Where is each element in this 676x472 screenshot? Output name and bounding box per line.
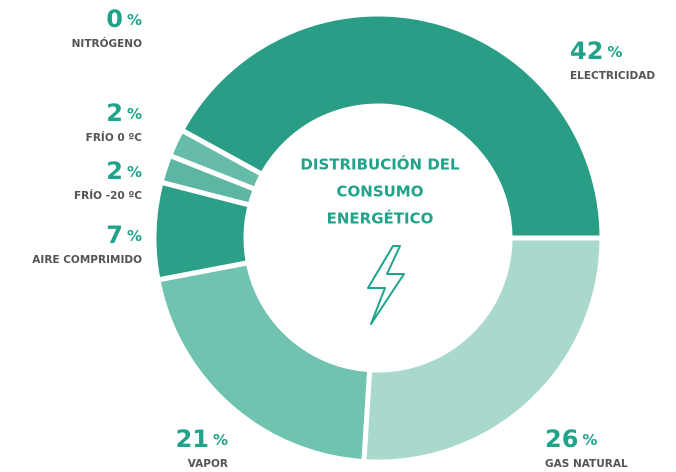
category-label: NITRÓGENO xyxy=(72,37,142,50)
value-number: 2 xyxy=(106,157,123,185)
category-label: FRÍO 0 ºC xyxy=(86,131,143,144)
value-unit: % xyxy=(127,163,142,181)
value-unit: % xyxy=(582,431,597,449)
category-label: GAS NATURAL xyxy=(545,458,628,470)
value-label: 2% xyxy=(106,99,142,127)
donut-slice xyxy=(151,179,254,283)
lightning-icon xyxy=(367,245,405,325)
value-number: 0 xyxy=(106,5,123,33)
value-label: 21% xyxy=(176,425,228,453)
value-unit: % xyxy=(213,431,228,449)
value-unit: % xyxy=(607,43,622,61)
value-label: 0% xyxy=(106,5,142,33)
value-label: 26% xyxy=(545,425,597,453)
chart-title: DISTRIBUCIÓN DEL xyxy=(300,155,460,174)
value-number: 42 xyxy=(570,37,603,65)
category-label: FRÍO -20 ºC xyxy=(74,189,142,202)
value-number: 7 xyxy=(106,221,123,249)
chart-title: ENERGÉTICO xyxy=(327,209,434,228)
category-label: AIRE COMPRIMIDO xyxy=(32,254,142,266)
donut-slice xyxy=(361,235,605,465)
value-label: 2% xyxy=(106,157,142,185)
value-label: 42% xyxy=(570,37,622,65)
value-unit: % xyxy=(127,227,142,245)
donut-slice xyxy=(155,259,373,465)
value-unit: % xyxy=(127,105,142,123)
value-number: 26 xyxy=(545,425,578,453)
value-label: 7% xyxy=(106,221,142,249)
category-label: VAPOR xyxy=(188,458,228,470)
category-label: ELECTRICIDAD xyxy=(570,70,655,82)
value-number: 2 xyxy=(106,99,123,127)
value-unit: % xyxy=(127,11,142,29)
chart-title: CONSUMO xyxy=(337,183,424,201)
donut-slice xyxy=(178,11,605,241)
value-number: 21 xyxy=(176,425,209,453)
